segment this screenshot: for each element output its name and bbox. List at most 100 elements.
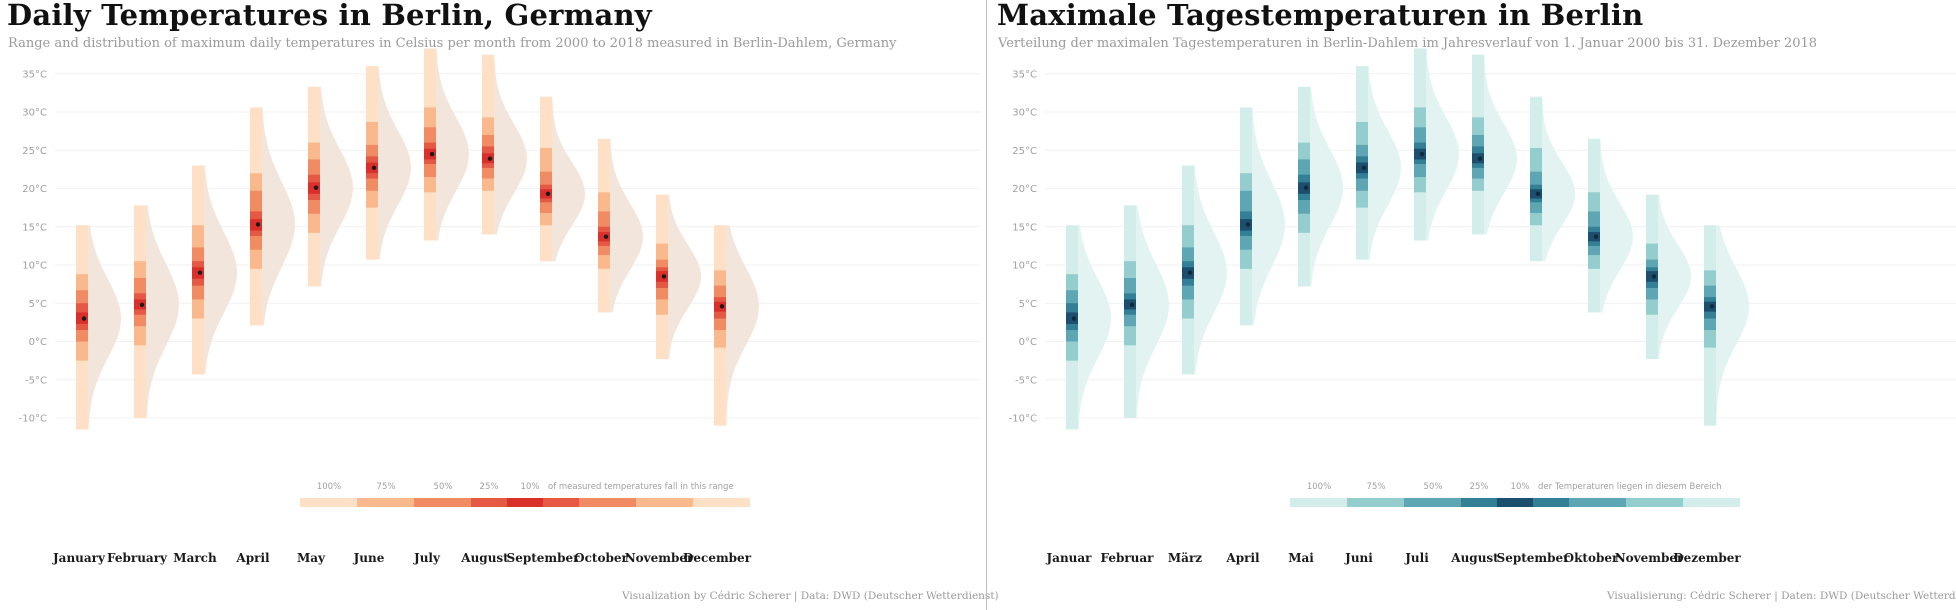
density-curve [1194, 165, 1227, 375]
x-category-label: Juli [1404, 551, 1429, 565]
density-curve [1252, 107, 1285, 326]
x-category-label: November [1615, 551, 1684, 565]
density-curve [1310, 86, 1343, 287]
y-tick-label: 10°C [22, 261, 47, 272]
median-point [1361, 165, 1367, 171]
legend-label: 75% [1367, 482, 1386, 492]
legend-label: 50% [434, 482, 453, 492]
y-tick-label: 25°C [22, 146, 47, 157]
y-tick-label: 25°C [1012, 146, 1037, 157]
legend-label: 25% [1470, 482, 1489, 492]
y-tick-label: 5°C [29, 299, 47, 310]
y-tick-label: 30°C [1012, 108, 1037, 119]
legend-label: 10% [521, 482, 540, 492]
legend-swatch [471, 498, 507, 507]
median-point [139, 302, 145, 307]
legend-swatch [507, 498, 543, 507]
median-point [545, 191, 551, 197]
y-tick-label: 10°C [1012, 261, 1037, 272]
x-category-label: April [1225, 551, 1260, 565]
x-category-label: February [107, 551, 168, 565]
median-point [1187, 270, 1193, 275]
y-tick-label: 5°C [1019, 299, 1037, 310]
density-curve [146, 205, 179, 418]
legend-swatch [1461, 498, 1497, 507]
chart-title: Daily Temperatures in Berlin, Germany [7, 0, 652, 32]
x-category-label: August [460, 551, 509, 565]
x-category-label: November [625, 551, 694, 565]
x-category-label: März [1168, 551, 1202, 565]
y-tick-label: 30°C [22, 108, 47, 119]
chart-panel-english: Daily Temperatures in Berlin, Germany Ra… [7, 0, 999, 602]
legend-label: 100% [1307, 482, 1331, 492]
legend-swatch [543, 498, 579, 507]
legend-swatch [1347, 498, 1404, 507]
x-category-label: January [52, 551, 106, 565]
median-point [719, 304, 725, 309]
median-point [487, 156, 493, 161]
median-point [197, 270, 203, 275]
x-category-label: Januar [1046, 551, 1093, 565]
y-tick-label: -10°C [19, 414, 47, 425]
temperature-chart-english: -10°C -5°C 0°C 5°C 10°C 15°C 20°C 25°C 30°C 35°C J… [19, 48, 980, 565]
median-point [1709, 304, 1715, 309]
legend-swatch [1497, 498, 1533, 507]
y-tick-label: -10°C [1009, 414, 1037, 425]
x-category-label: December [683, 551, 752, 565]
density-curve [610, 138, 643, 313]
y-tick-label: 15°C [1012, 222, 1037, 233]
y-tick-label: 20°C [22, 184, 47, 195]
legend-label: 25% [480, 482, 499, 492]
legend-swatch [1404, 498, 1461, 507]
x-category-label: Mai [1288, 551, 1314, 565]
x-category-label: August [1450, 551, 1499, 565]
temperature-chart-german: -10°C -5°C 0°C 5°C 10°C 15°C 20°C 25°C 30°C 35°C J… [1009, 48, 1956, 565]
density-curve [1078, 225, 1111, 430]
legend-label: 50% [1424, 482, 1443, 492]
x-category-label: October [574, 551, 628, 565]
legend-swatch [1626, 498, 1683, 507]
x-category-label: Dezember [1673, 551, 1741, 565]
median-point [1303, 185, 1309, 190]
density-curve [552, 96, 585, 262]
density-curve [494, 54, 527, 235]
density-curve [204, 165, 237, 375]
legend-swatch [1533, 498, 1569, 507]
y-tick-label: 0°C [1019, 337, 1037, 348]
density-curve [668, 194, 701, 360]
y-tick-label: 20°C [1012, 184, 1037, 195]
density-curve [1426, 48, 1459, 241]
median-point [603, 234, 609, 239]
median-point [371, 165, 377, 171]
density-curve [378, 66, 411, 260]
chart-caption: Visualization by Cédric Scherer | Data: … [622, 590, 999, 602]
density-curve [320, 86, 353, 287]
density-curve [1368, 66, 1401, 260]
median-point [81, 316, 87, 321]
median-point [1245, 222, 1251, 227]
y-tick-label: 15°C [22, 222, 47, 233]
density-curve [262, 107, 295, 326]
median-point [255, 222, 261, 227]
legend-description: der Temperaturen liegen in diesem Bereic… [1538, 482, 1722, 492]
median-point [1071, 316, 1077, 321]
chart-panel-german: Maximale Tagestemperaturen in Berlin Ver… [990, 0, 1956, 610]
median-point [1651, 274, 1657, 279]
y-tick-label: -5°C [1015, 375, 1037, 386]
median-point [1477, 156, 1483, 161]
legend-swatch [693, 498, 750, 507]
density-curve [1716, 225, 1749, 426]
chart-subtitle: Range and distribution of maximum daily … [8, 36, 897, 51]
x-category-label: Februar [1100, 551, 1154, 565]
median-point [313, 185, 319, 190]
density-curve [88, 225, 121, 430]
density-curve [1658, 194, 1691, 360]
legend-description: of measured temperatures fall in this ra… [548, 482, 734, 492]
chart-caption: Visualisierung: Cédric Scherer | Daten: … [1607, 590, 1956, 602]
x-category-label: Juni [1344, 551, 1373, 565]
chart-title: Maximale Tagestemperaturen in Berlin [997, 0, 1644, 32]
x-category-label: September [507, 551, 581, 565]
y-tick-label: 35°C [1012, 69, 1037, 80]
median-point [1535, 191, 1541, 197]
legend-swatch [1290, 498, 1347, 507]
